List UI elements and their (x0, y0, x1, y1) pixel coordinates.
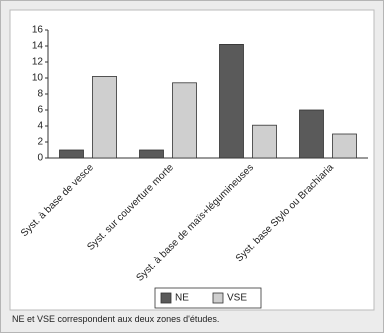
y-tick-label: 0 (37, 153, 43, 164)
bar (219, 44, 244, 159)
bar (252, 124, 277, 159)
bar (92, 76, 117, 159)
y-tick-label: 16 (32, 25, 44, 36)
y-tick-label: 10 (32, 73, 44, 84)
legend-swatch (212, 292, 224, 304)
y-tick-label: 12 (32, 57, 44, 68)
bar (172, 82, 197, 159)
y-tick-label: 8 (37, 89, 43, 100)
y-tick-label: 14 (32, 41, 44, 52)
legend-box (154, 287, 262, 309)
bar (139, 149, 164, 159)
bar (299, 109, 324, 159)
y-tick-label: 2 (37, 137, 43, 148)
y-tick-label: 4 (37, 121, 43, 132)
y-tick-label: 6 (37, 105, 43, 116)
caption: NE et VSE correspondent aux deux zones d… (12, 314, 220, 324)
legend-label: VSE (227, 293, 247, 304)
legend-label: NE (175, 293, 189, 304)
bar (59, 149, 84, 159)
chart-panel (9, 9, 375, 311)
legend-swatch (160, 292, 172, 304)
bar (332, 133, 357, 159)
